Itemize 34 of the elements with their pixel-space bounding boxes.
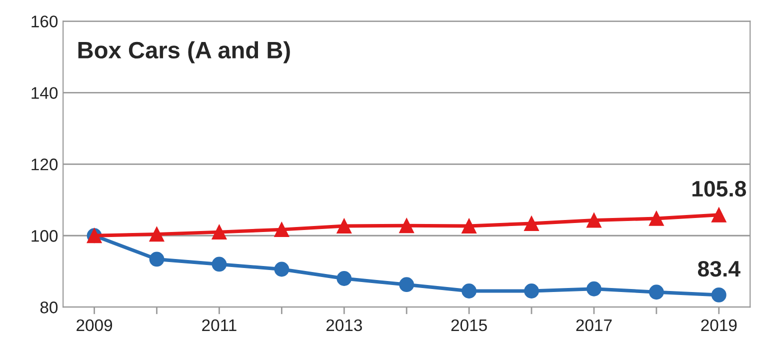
point [336, 218, 352, 234]
x-tick-label: 2013 [326, 319, 362, 332]
point [524, 216, 539, 231]
x-tick-label: 2015 [451, 319, 487, 332]
point [586, 212, 602, 228]
point [274, 222, 290, 238]
y-tick-label: 80 [40, 302, 58, 314]
data-label: 83.4 [698, 260, 740, 277]
point [274, 262, 290, 277]
point [462, 284, 477, 298]
point [648, 284, 664, 300]
point [149, 226, 164, 242]
point [711, 207, 726, 222]
point [336, 271, 352, 286]
y-tick-label: 100 [32, 230, 58, 242]
point [462, 218, 477, 234]
x-tick-label: 2011 [202, 319, 236, 332]
point [648, 211, 664, 226]
data-label: 105.8 [692, 180, 746, 197]
point [399, 277, 414, 292]
y-tick-label: 160 [32, 16, 58, 28]
point [212, 224, 227, 240]
point [212, 256, 227, 272]
x-tick-label: 2009 [76, 319, 112, 332]
point [524, 284, 539, 298]
y-tick-label: 140 [32, 87, 58, 99]
x-tick-label: 2019 [701, 319, 737, 332]
point [149, 252, 164, 267]
x-tick-label: 2017 [576, 319, 612, 332]
point [711, 287, 726, 302]
text: Box Cars (A and B) [78, 41, 290, 64]
point [399, 218, 414, 234]
y-tick-label: 120 [32, 158, 58, 170]
point [586, 281, 602, 296]
